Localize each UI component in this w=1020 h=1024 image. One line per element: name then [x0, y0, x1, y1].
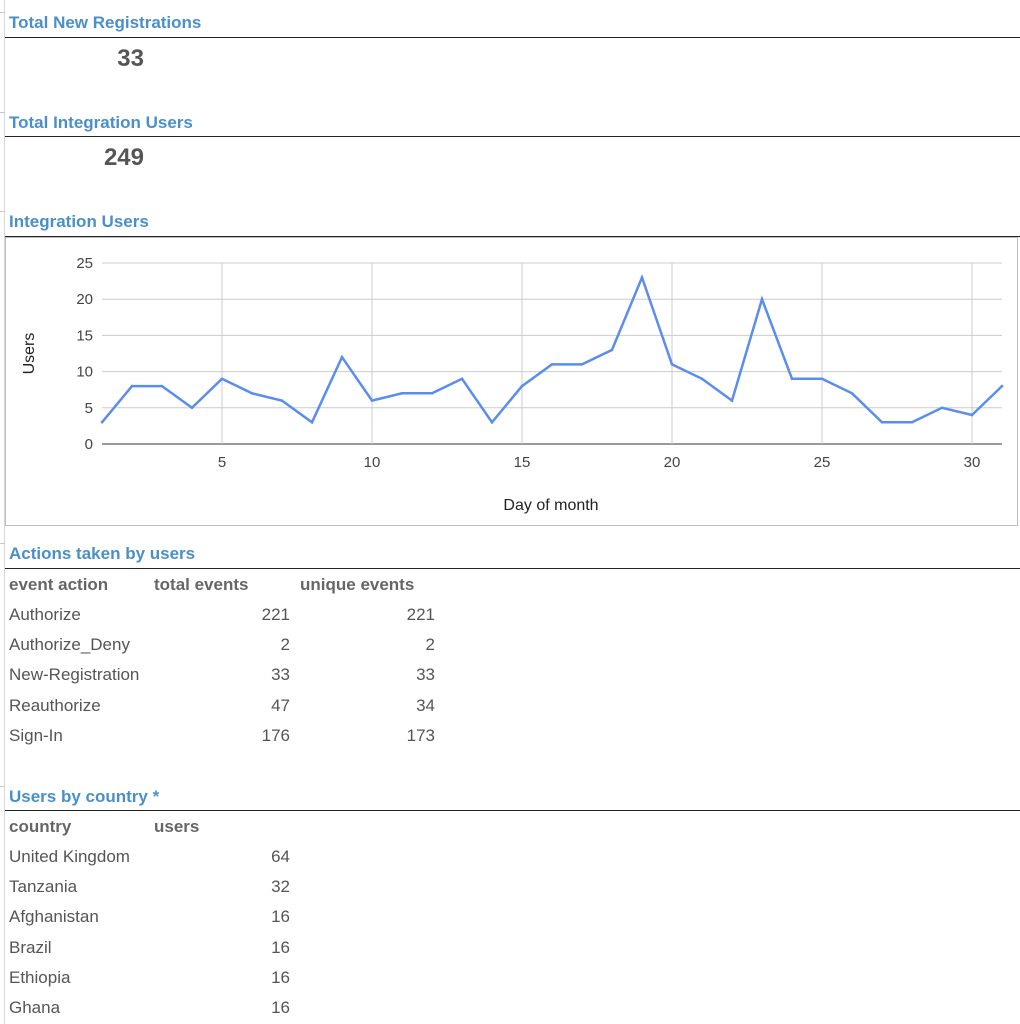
data-point — [340, 355, 344, 359]
actions-cell-unique-events: 33 — [416, 665, 435, 685]
countries-cell-country: Brazil — [9, 937, 52, 957]
actions-header-event-action: event action — [9, 575, 109, 594]
data-point — [220, 377, 224, 381]
line-chart-svg: 0 5 10 15 20 25 5 10 15 20 25 30 Day of month Users — [21, 255, 1004, 514]
row-divider — [0, 112, 5, 113]
countries-cell-country: United Kingdom — [9, 847, 130, 866]
section-rule — [5, 810, 1020, 811]
registrations-value: 33 — [117, 45, 144, 72]
data-point — [460, 377, 464, 381]
row-divider — [0, 543, 5, 544]
data-point — [190, 406, 194, 410]
section-rule — [5, 568, 1020, 569]
actions-cell-event-action: Authorize — [9, 605, 81, 624]
x-tick-label: 5 — [218, 454, 226, 471]
y-tick-label: 0 — [85, 436, 93, 453]
countries-header-users: users — [154, 817, 200, 836]
actions-cell-total-events: 176 — [261, 725, 290, 745]
countries-cell-country: Ghana — [9, 998, 61, 1017]
integration-chart-title: Integration Users — [9, 212, 149, 231]
data-point — [1000, 384, 1004, 388]
y-tick-label: 15 — [76, 327, 93, 344]
countries-cell-users: 64 — [271, 847, 290, 866]
actions-cell-total-events: 47 — [271, 695, 290, 715]
y-tick-label: 10 — [76, 364, 93, 381]
data-point — [160, 384, 164, 388]
countries-cell-users: 32 — [271, 877, 290, 897]
actions-cell-event-action: New-Registration — [9, 665, 140, 685]
y-tick-label: 25 — [76, 255, 93, 272]
data-point — [910, 420, 914, 424]
actions-header-unique-events: unique events — [300, 575, 415, 594]
data-point — [100, 420, 104, 424]
integration-total-value: 249 — [103, 144, 144, 171]
data-point — [550, 363, 554, 366]
data-point — [430, 392, 434, 395]
data-point — [370, 399, 374, 402]
countries-title: Users by country * — [9, 787, 160, 806]
x-tick-label: 25 — [814, 454, 831, 471]
registrations-title: Total New Registrations — [9, 13, 202, 32]
y-tick-label: 5 — [85, 400, 93, 417]
section-rule — [5, 37, 1020, 38]
x-axis-title: Day of month — [503, 497, 598, 514]
countries-cell-users: 16 — [271, 907, 290, 927]
countries-cell-country: Tanzania — [9, 877, 78, 897]
actions-title: Actions taken by users — [9, 544, 196, 563]
data-point — [250, 392, 254, 395]
actions-cell-total-events: 221 — [261, 605, 290, 624]
data-point — [610, 348, 614, 352]
data-point — [310, 420, 314, 424]
actions-cell-unique-events: 173 — [406, 725, 435, 745]
countries-header-country: country — [9, 817, 72, 836]
actions-cell-event-action: Sign-In — [9, 725, 63, 745]
x-tick-label: 10 — [364, 454, 381, 471]
actions-cell-event-action: Reauthorize — [9, 695, 101, 715]
x-tick-label: 20 — [664, 454, 681, 471]
row-divider — [0, 12, 5, 13]
data-point — [670, 363, 674, 366]
data-point — [280, 399, 284, 402]
sheet-gridline — [4, 0, 5, 1024]
data-point — [400, 392, 404, 395]
countries-cell-country: Afghanistan — [9, 907, 99, 927]
data-point — [130, 384, 134, 388]
countries-cell-users: 16 — [271, 937, 290, 957]
data-point — [790, 377, 794, 381]
data-point — [700, 377, 704, 381]
countries-cell-users: 16 — [271, 998, 290, 1017]
data-point — [760, 297, 764, 301]
y-tick-label: 20 — [76, 291, 93, 308]
actions-cell-event-action: Authorize_Deny — [9, 635, 130, 655]
actions-header-total-events: total events — [154, 575, 249, 594]
data-point — [490, 420, 494, 424]
integration-users-chart: 0 5 10 15 20 25 5 10 15 20 25 30 Day of month Users — [5, 237, 1018, 526]
data-point — [520, 384, 524, 388]
section-rule — [5, 236, 1020, 237]
integration-total-title: Total Integration Users — [9, 113, 193, 132]
data-point — [640, 276, 644, 279]
actions-cell-total-events: 33 — [271, 665, 290, 685]
data-point — [850, 392, 854, 395]
data-point — [820, 377, 824, 381]
data-point — [880, 420, 884, 424]
x-tick-label: 15 — [514, 454, 531, 471]
actions-cell-total-events: 2 — [280, 635, 290, 655]
actions-cell-unique-events: 221 — [406, 605, 435, 624]
y-axis-title: Users — [21, 333, 38, 375]
actions-cell-unique-events: 34 — [416, 695, 435, 715]
row-divider — [0, 786, 5, 787]
data-point — [730, 399, 734, 402]
data-point — [580, 363, 584, 366]
section-rule — [5, 136, 1020, 137]
countries-cell-country: Ethiopia — [9, 967, 71, 987]
actions-cell-unique-events: 2 — [425, 635, 435, 655]
data-point — [970, 413, 974, 417]
x-tick-label: 30 — [964, 454, 981, 471]
countries-cell-users: 16 — [271, 967, 290, 987]
data-point — [940, 406, 944, 410]
row-divider — [0, 211, 5, 212]
